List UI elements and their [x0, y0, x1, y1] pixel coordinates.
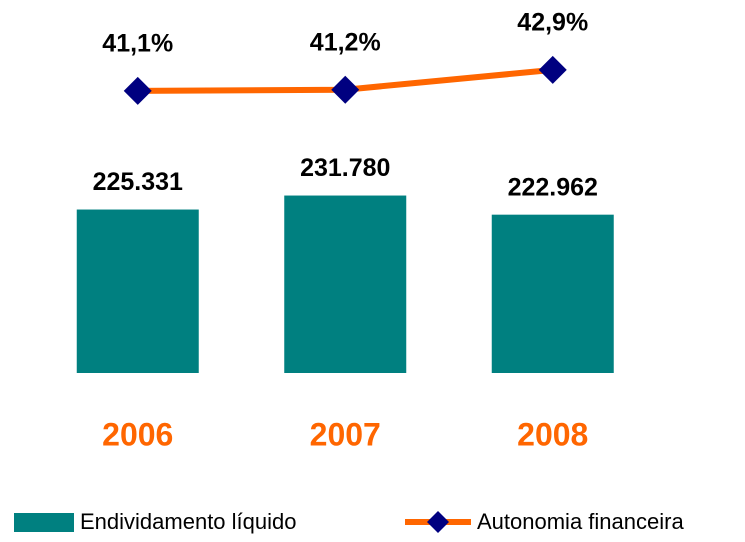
data-label: 42,9% — [517, 8, 588, 36]
bar — [284, 195, 407, 373]
bar — [491, 214, 614, 373]
data-label: 222.962 — [508, 173, 598, 201]
x-tick-label: 2008 — [517, 416, 588, 452]
data-label: 225.331 — [93, 168, 183, 196]
x-tick-label: 2007 — [310, 416, 381, 452]
legend-swatch — [14, 513, 74, 532]
data-label: 41,2% — [310, 28, 381, 56]
legend-label: Endividamento líquido — [80, 509, 296, 534]
legend-marker — [427, 511, 449, 533]
bar — [76, 209, 199, 373]
data-label: 231.780 — [300, 154, 390, 182]
marker — [331, 75, 360, 104]
marker — [123, 76, 152, 105]
marker — [538, 55, 567, 84]
x-tick-label: 2006 — [102, 416, 173, 452]
data-label: 41,1% — [102, 29, 173, 57]
legend-label: Autonomia financeira — [477, 509, 684, 534]
